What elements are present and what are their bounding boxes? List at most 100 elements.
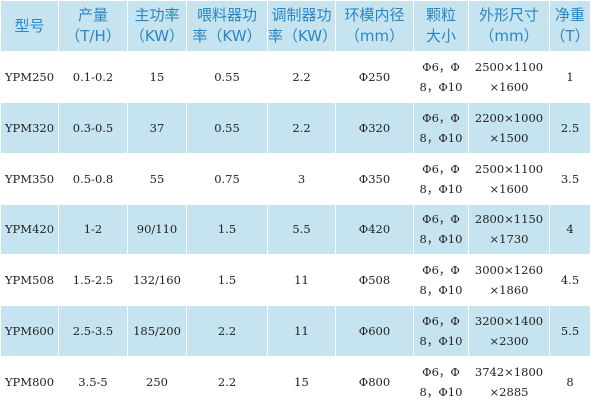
cell-text: 250 [146,375,168,390]
table-cell: YPM250 [0,51,59,103]
cell-text: Φ800 [358,375,391,390]
table-cell: 3742×1800 ×2885 [468,356,550,408]
cell-text: 型号 [14,16,45,35]
cell-text: 3.5-5 [78,375,108,390]
cell-text: 大小 [425,27,456,45]
cell-text: 8，Φ10 [419,385,463,400]
table-cell: 37 [127,101,187,154]
cell-text: 主功率 [134,6,180,24]
cell-text: 1 [566,69,574,84]
cell-text: 3200×1400 [474,314,544,329]
table-cell: 3 [267,152,336,205]
table-cell: Φ420 [335,203,414,256]
cell-text: 4.5 [560,273,580,288]
cell-text: 2500×1100 [474,59,544,74]
table-cell: 2.2 [267,51,336,103]
cell-text: ×1500 [489,130,529,145]
table-cell: 2500×1100 ×1600 [468,152,550,205]
header-row: 型号 产量 （T/H） 主功率 （KW） 喂料器功 率（KW） 调制器功 率（KW） 环模内径 （m… [0,0,590,52]
table-cell: Φ6，Φ 8，Φ10 [413,203,469,256]
table-row: YPM320 0.3-0.5 37 0.55 2.2 Φ320 Φ6，Φ 8，Φ10 2200×… [0,101,590,154]
cell-text: Φ6，Φ [422,365,460,380]
table-cell: 2200×1000 ×1500 [468,101,550,154]
cell-text: Φ320 [358,120,391,135]
cell-text: 率（KW） [192,27,262,45]
table-cell: 8 [549,356,590,408]
cell-text: 净重 [554,6,585,24]
table-cell: 1 [549,51,590,103]
cell-text: 1.5 [217,222,237,237]
cell-text: Φ350 [358,171,391,186]
cell-text: 率（KW） [268,27,336,45]
table-cell: 11 [267,254,336,307]
cell-text: （mm） [479,27,539,45]
table-cell: 90/110 [127,203,187,256]
table-cell: Φ6，Φ 8，Φ10 [413,356,469,408]
table-cell: Φ350 [335,152,414,205]
table-cell: 2.5 [549,101,590,154]
table-cell: 0.3-0.5 [58,101,128,154]
table-cell: 1.5-2.5 [58,254,128,307]
cell-text: 调制器功 [271,6,332,24]
table-cell: YPM508 [0,254,59,307]
cell-text: YPM800 [4,375,55,390]
table-cell: 2.2 [186,356,268,408]
table-row: YPM250 0.1-0.2 15 0.55 2.2 Φ250 Φ6，Φ 8，Φ10 2500×… [0,51,590,103]
cell-text: 0.55 [214,120,240,135]
table-cell: 2800×1150 ×1730 [468,203,550,256]
cell-text: 外形尺寸 [478,6,539,24]
table-cell: 15 [267,356,336,408]
table-cell: 1-2 [58,203,128,256]
table-cell: 5.5 [549,305,590,358]
cell-text: YPM420 [4,222,55,237]
table-cell: YPM350 [0,152,59,205]
header-cell: 型号 [0,0,59,52]
cell-text: 5.5 [560,324,580,339]
cell-text: Φ420 [358,222,391,237]
cell-text: ×1730 [489,232,529,247]
table-cell: 4 [549,203,590,256]
table-cell: 3000×1260 ×1860 [468,254,550,307]
cell-text: 8，Φ10 [419,334,463,349]
table-cell: YPM420 [0,203,59,256]
table-cell: 11 [267,305,336,358]
cell-text: 0.55 [214,69,240,84]
cell-text: Φ6，Φ [422,263,460,278]
header-cell: 颗粒 大小 [413,0,469,52]
table-cell: 1.5 [186,254,268,307]
table-row: YPM508 1.5-2.5 132/160 1.5 11 Φ508 Φ6，Φ 8，Φ10 30… [0,254,590,307]
cell-text: 15 [294,375,309,390]
table-cell: 0.55 [186,101,268,154]
table-cell: 5.5 [267,203,336,256]
cell-text: 喂料器功 [196,6,257,24]
table-cell: 3200×1400 ×2300 [468,305,550,358]
cell-text: 8，Φ10 [419,130,463,145]
table-cell: YPM320 [0,101,59,154]
cell-text: 90/110 [136,222,178,237]
cell-text: ×1600 [489,79,529,94]
table-cell: Φ6，Φ 8，Φ10 [413,101,469,154]
table-cell: 55 [127,152,187,205]
table-cell: Φ6，Φ 8，Φ10 [413,305,469,358]
table-cell: Φ6，Φ 8，Φ10 [413,51,469,103]
cell-text: 3.5 [560,171,580,186]
table-cell: 0.5-0.8 [58,152,128,205]
cell-text: 5.5 [292,222,311,237]
cell-text: 4 [566,222,574,237]
cell-text: （mm） [344,27,405,45]
cell-text: 2.2 [217,375,237,390]
header-cell: 净重 （T） [549,0,590,52]
cell-text: 2500×1100 [474,161,544,176]
header-cell: 外形尺寸 （mm） [468,0,550,52]
cell-text: 8 [566,375,574,390]
cell-text: 3 [297,171,306,186]
table-row: YPM350 0.5-0.8 55 0.75 3 Φ350 Φ6，Φ 8，Φ10 2500×11… [0,152,590,205]
header-cell: 产量 （T/H） [58,0,128,52]
cell-text: 颗粒 [425,6,456,24]
cell-text: 0.75 [214,171,240,186]
cell-text: ×2885 [489,385,529,400]
cell-text: ×1860 [489,283,529,298]
cell-text: YPM320 [4,120,55,135]
